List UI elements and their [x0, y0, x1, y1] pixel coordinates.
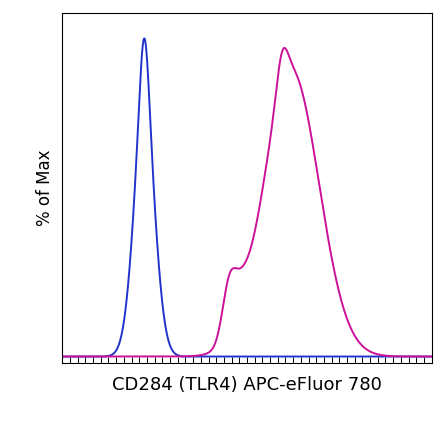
X-axis label: CD284 (TLR4) APC-eFluor 780: CD284 (TLR4) APC-eFluor 780	[112, 376, 382, 394]
Y-axis label: % of Max: % of Max	[36, 149, 54, 226]
